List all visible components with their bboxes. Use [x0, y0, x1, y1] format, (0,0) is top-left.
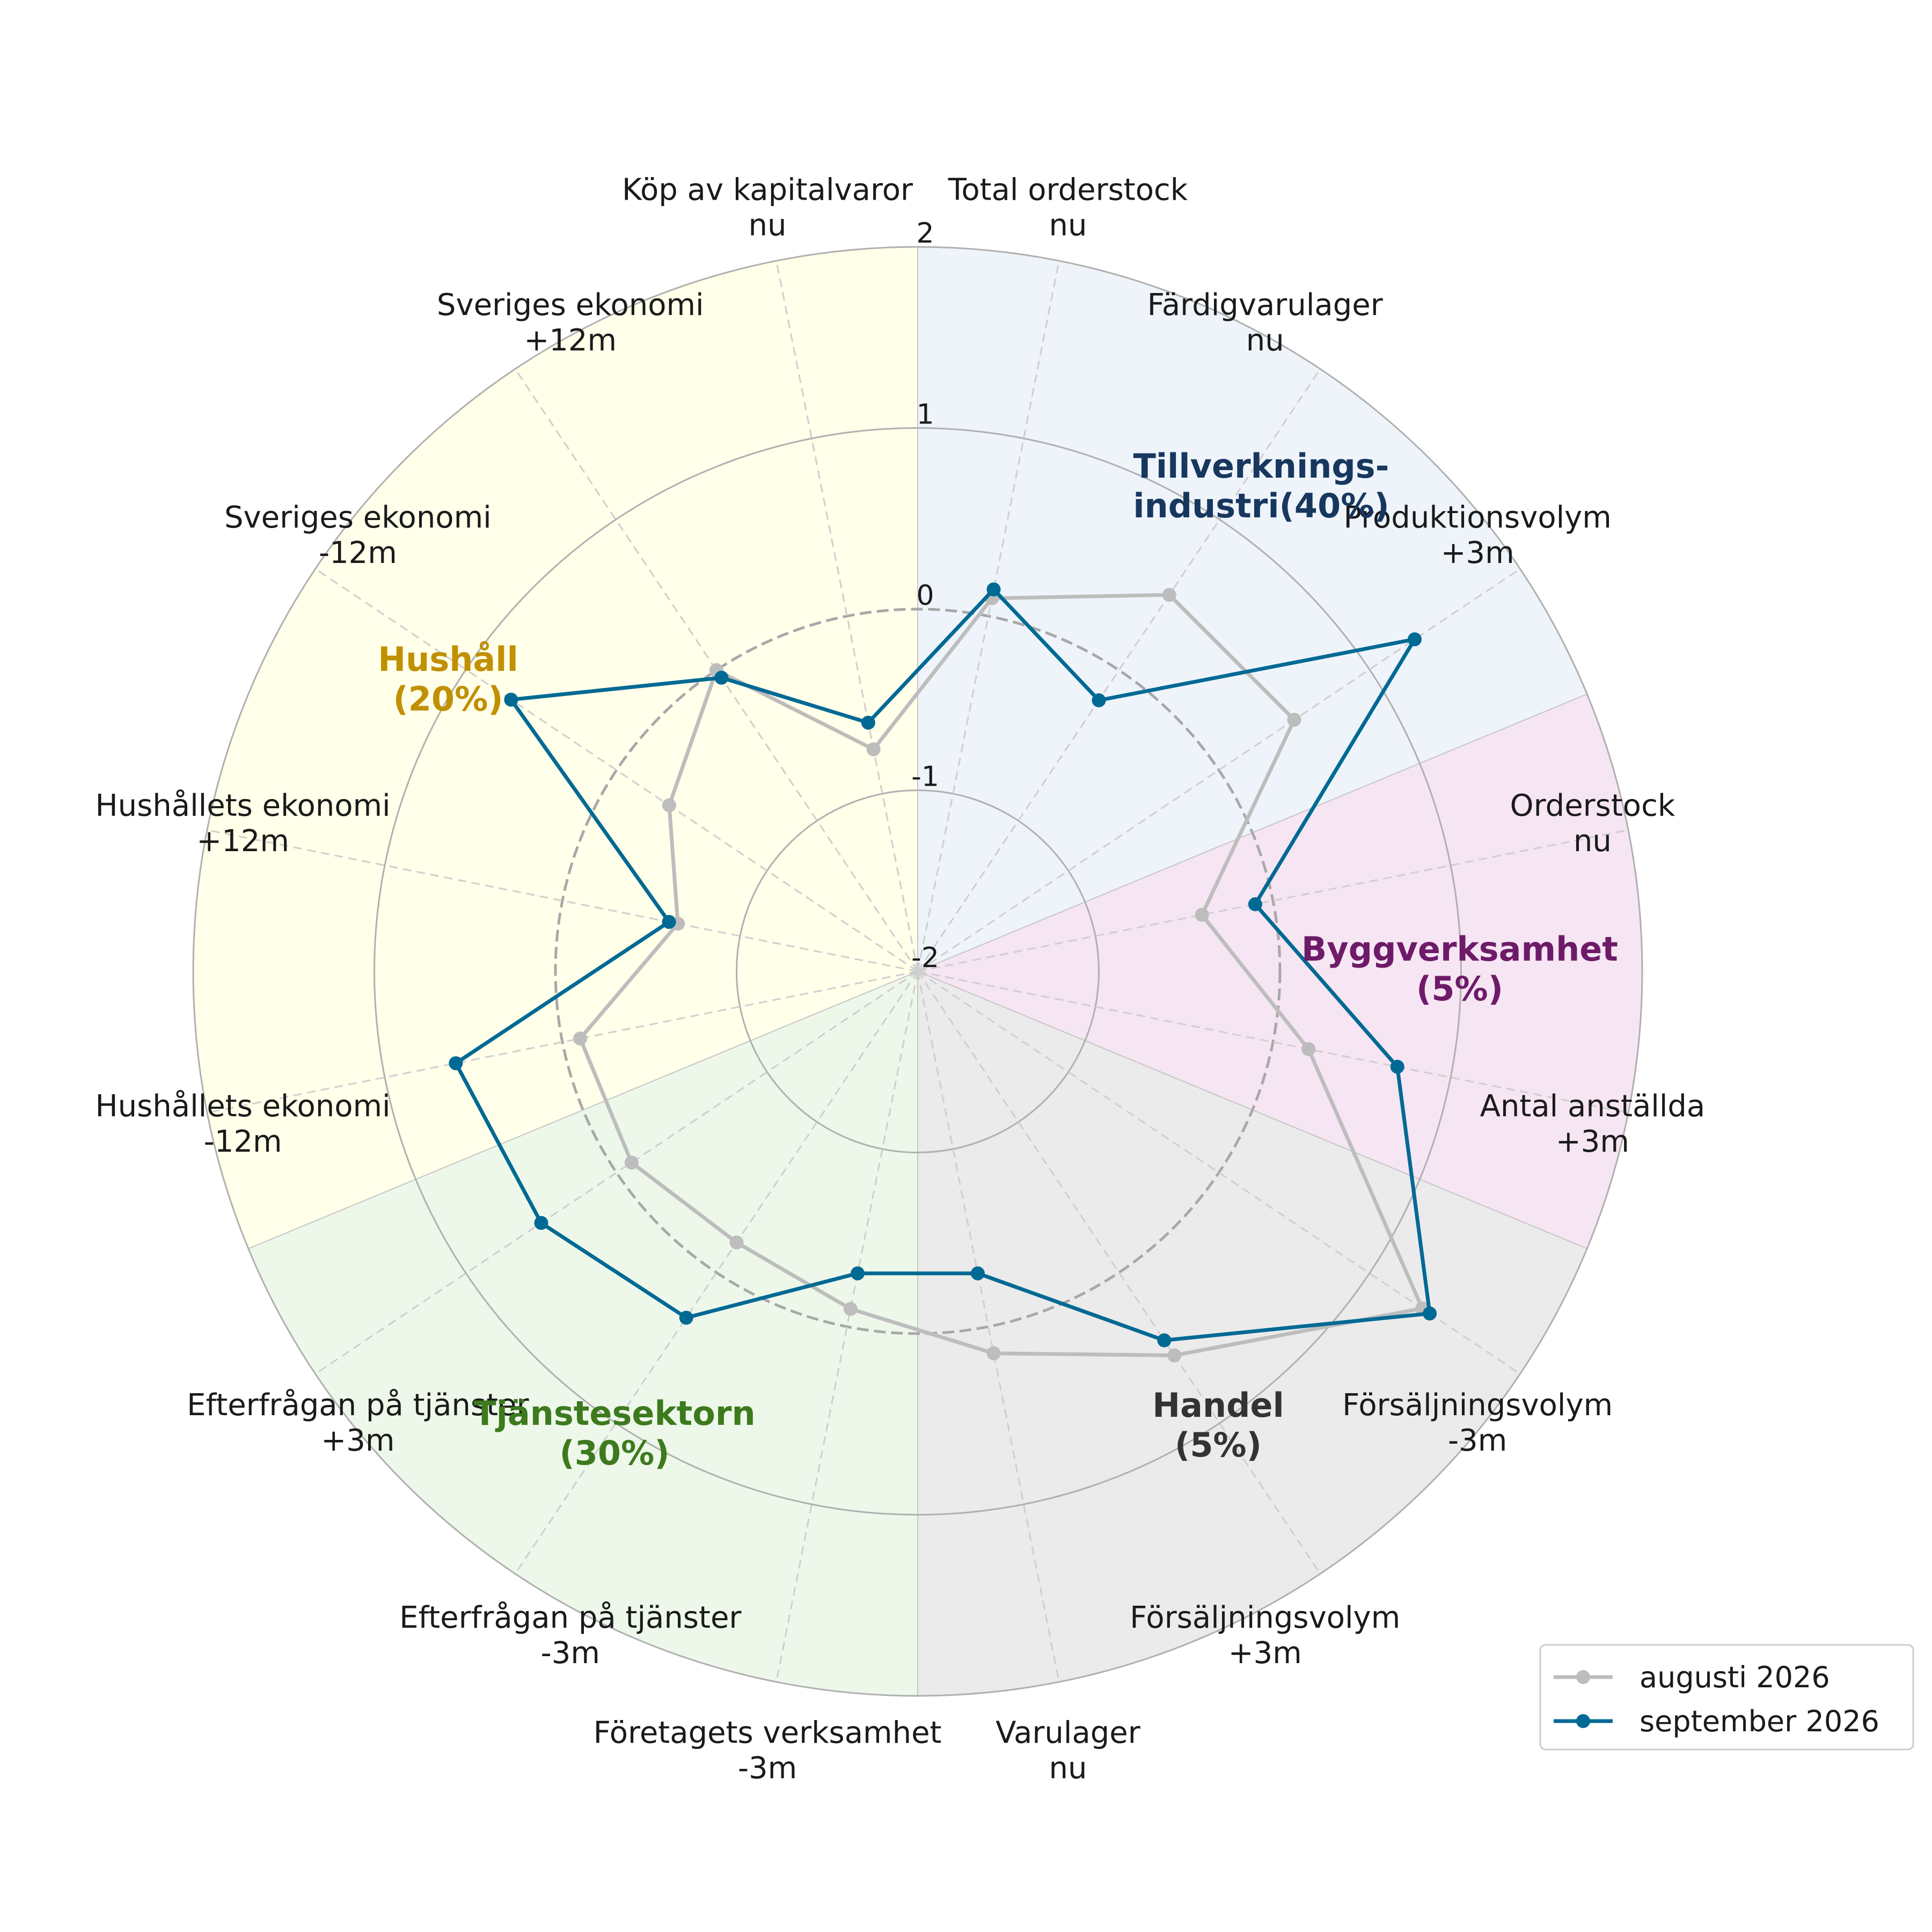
axis-spoke-15 — [775, 260, 919, 972]
series-1-point-9 — [679, 1311, 693, 1325]
axis-spoke-6 — [917, 971, 1321, 1575]
series-0-point-8 — [843, 1301, 858, 1316]
axis-spoke-13 — [314, 568, 918, 972]
series-1-point-2 — [1408, 632, 1422, 647]
grid-ring-2 — [192, 246, 1643, 1697]
legend-label-1: september 2026 — [1640, 1704, 1879, 1738]
series-1-point-14 — [714, 670, 729, 685]
grid-ring-1 — [374, 427, 1462, 1516]
axis-label-12: Hushållets ekonomi +12m — [96, 788, 391, 859]
legend-marker-1 — [1576, 1714, 1590, 1728]
axis-spoke-0 — [917, 260, 1060, 972]
series-1-point-8 — [851, 1266, 865, 1280]
series-0-point-15 — [866, 742, 881, 757]
axis-spoke-10 — [314, 970, 918, 1375]
tick-label: 2 — [916, 217, 934, 250]
axis-spoke-8 — [775, 971, 919, 1682]
series-0-point-10 — [624, 1155, 639, 1170]
series-1-point-1 — [1092, 693, 1106, 707]
grid-ring-0 — [554, 608, 1282, 1335]
series-0-point-2 — [1287, 713, 1301, 727]
series-1-point-7 — [970, 1266, 985, 1280]
series-0-point-1 — [1162, 588, 1176, 602]
axis-spoke-9 — [514, 971, 919, 1575]
series-0-point-13 — [662, 798, 676, 813]
sector-label-3: Tjänstesektorn (30%) — [473, 1394, 755, 1473]
sector-label-1: Byggverksamhet (5%) — [1301, 930, 1618, 1008]
radial-tick-labels: 2 1 0 -1 -2 — [911, 217, 939, 974]
axis-label-15: Köp av kapitalvaror nu — [622, 173, 913, 243]
series-1-point-3 — [1248, 897, 1262, 911]
series-1-point-11 — [449, 1056, 463, 1071]
series-0-point-7 — [986, 1346, 1001, 1360]
tick-label: -2 — [911, 942, 939, 974]
sector-label-4: Hushåll (20%) — [378, 640, 518, 719]
series-1-point-5 — [1423, 1306, 1437, 1321]
axis-spoke-12 — [207, 829, 918, 972]
axis-spoke-14 — [514, 368, 919, 972]
axis-label-10: Efterfrågan på tjänster +3m — [187, 1388, 529, 1458]
axis-label-8: Företagets verksamhet -3m — [594, 1715, 942, 1785]
axis-label-11: Hushållets ekonomi -12m — [96, 1089, 391, 1159]
tick-label: 0 — [916, 580, 934, 612]
sector-label-2: Handel (5%) — [1152, 1386, 1284, 1465]
series-0-point-9 — [729, 1235, 744, 1250]
series-1-point-6 — [1157, 1333, 1172, 1348]
axis-spoke-1 — [917, 368, 1321, 972]
tick-label: -1 — [911, 761, 939, 793]
axis-spoke-4 — [917, 970, 1629, 1114]
series-1-point-4 — [1390, 1059, 1404, 1074]
legend-marker-0 — [1576, 1670, 1590, 1684]
sector-labels: Tillverknings-industri(40%) Byggverksamhe… — [378, 447, 1618, 1473]
axis-label-7: Varulager nu — [996, 1715, 1141, 1785]
series-1-point-15 — [861, 715, 875, 730]
axis-label-14: Sveriges ekonomi +12m — [437, 288, 704, 358]
axis-label-5: Försäljningsvolym -3m — [1342, 1388, 1613, 1458]
series-1-point-12 — [662, 914, 676, 929]
axis-labels: Total orderstock nu Färdigvarulager nu Produ… — [96, 173, 1706, 1786]
axis-label-4: Antal anställda +3m — [1480, 1089, 1706, 1159]
grid-ring-neg1 — [736, 789, 1100, 1153]
legend: augusti 2026 september 2026 — [1539, 1644, 1914, 1751]
series-0-point-4 — [1301, 1042, 1316, 1056]
axis-label-9: Efterfrågan på tjänster -3m — [399, 1600, 742, 1671]
axis-label-13: Sveriges ekonomi -12m — [224, 500, 492, 570]
series-0-point-3 — [1195, 908, 1209, 922]
data-series — [449, 582, 1437, 1363]
axis-label-2: Produktionsvolym +3m — [1343, 500, 1611, 570]
axis-label-3: Orderstock nu — [1510, 788, 1675, 859]
axis-label-6: Försäljningsvolym +3m — [1130, 1600, 1400, 1671]
axis-spoke-7 — [917, 971, 1060, 1682]
legend-label-0: augusti 2026 — [1640, 1660, 1830, 1694]
radial-grid — [192, 246, 1643, 1697]
series-0-point-11 — [573, 1031, 588, 1046]
series-1-point-13 — [504, 692, 518, 707]
axis-label-0: Total orderstock nu — [948, 173, 1188, 243]
axis-spoke-11 — [207, 970, 918, 1114]
sector-label-0: Tillverknings-industri(40%) — [1133, 447, 1389, 525]
axis-label-1: Färdigvarulager nu — [1147, 288, 1384, 358]
series-1-point-0 — [986, 582, 1001, 597]
legend-box — [1539, 1644, 1914, 1751]
series-0-point-6 — [1167, 1348, 1182, 1363]
series-1-point-10 — [534, 1216, 548, 1230]
tick-label: 1 — [916, 399, 934, 431]
axis-spoke-3 — [917, 829, 1629, 972]
